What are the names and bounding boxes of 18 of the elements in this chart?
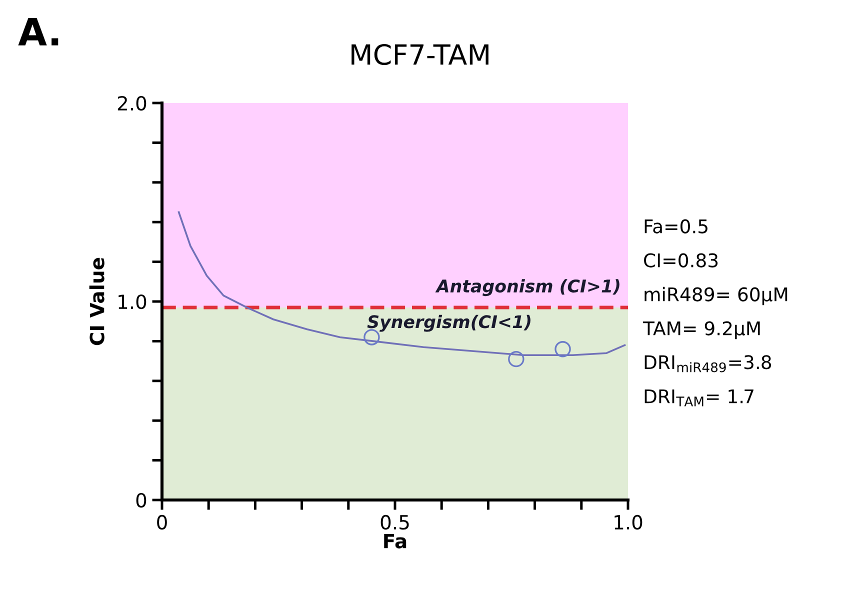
annotation: Antagonism (CI>1): [435, 279, 620, 296]
x-tick-label: 0: [157, 514, 167, 530]
text: DRI$_{TAM}$= 1.7: [644, 389, 754, 406]
y-tick-label: 0: [136, 492, 146, 508]
x-axis-title: Fa: [384, 534, 406, 548]
text: DRI$_{miR489}$=3.8: [644, 355, 772, 372]
y-axis-title: CI Value: [89, 258, 104, 346]
text: CI=0.83: [644, 253, 718, 268]
chart-title: MCF7-TAM: [352, 44, 488, 66]
y-tick-label: 2.0: [118, 96, 146, 111]
text: Fa=0.5: [644, 219, 708, 234]
annotation: Synergism(CI<1): [367, 314, 530, 332]
text: miR489= 60μM: [644, 286, 788, 306]
x-tick-label: 1.0: [614, 514, 642, 530]
text: TAM= 9.2μM: [642, 321, 760, 340]
x-tick-label: 0.5: [380, 514, 409, 530]
y-tick-label: 1.0: [118, 294, 146, 310]
text: A.: [18, 18, 58, 46]
